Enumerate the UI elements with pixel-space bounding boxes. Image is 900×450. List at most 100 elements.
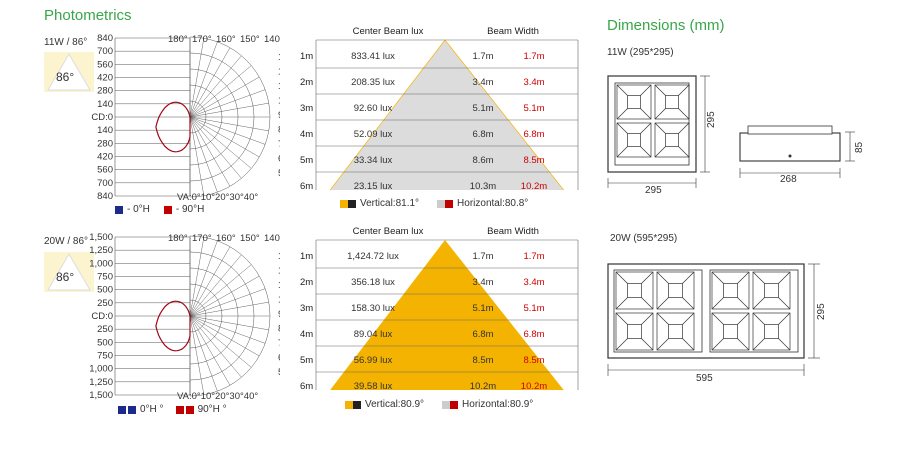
right-angle-label: 80° — [278, 125, 280, 136]
row-width-alt: 10.2m — [521, 181, 547, 190]
row-width: 3.4m — [472, 77, 493, 88]
radial-line — [189, 315, 260, 357]
row-width: 10.2m — [470, 381, 496, 390]
top-angle-label: 160° — [216, 233, 236, 244]
right-angle-label: 80° — [278, 324, 280, 335]
red-swatch — [175, 405, 184, 414]
right-angle-label: 70° — [278, 139, 280, 150]
louver-bevel — [678, 146, 690, 158]
right-angle-label: 50° — [278, 168, 280, 179]
right-angle-label: 110° — [278, 81, 280, 92]
top-angle-label: 180° — [168, 34, 188, 45]
scale-label: 1,250 — [89, 377, 113, 388]
right-angle-label: 130° — [278, 251, 280, 262]
polar-curve-chart: 1,500 1,250 1,000 750 500 250 CD:0 250 500 750 1,0… — [89, 232, 298, 402]
scale-label: 250 — [97, 324, 113, 335]
right-angle-label: 90° — [278, 110, 280, 121]
scale-label: 700 — [97, 178, 113, 189]
row-width-alt: 3.4m — [523, 277, 544, 288]
row-width: 6.8m — [472, 329, 493, 340]
louver-bevel — [778, 297, 791, 310]
louver-bevel — [737, 338, 750, 351]
row-width: 5.1m — [472, 303, 493, 314]
row-lux: 92.60 lux — [354, 103, 393, 114]
scale-label: 1,000 — [89, 364, 113, 375]
louver-cell — [656, 271, 695, 310]
beam-angle-badge: 86° — [44, 252, 94, 292]
top-angle-label: 150° — [240, 233, 260, 244]
row-distance: 3m — [300, 303, 313, 314]
louver-cell — [616, 84, 652, 120]
radial-line — [189, 315, 269, 331]
panel-front-view: 295 295 268 85 — [607, 75, 865, 196]
louver-bevel — [656, 271, 669, 284]
intensity-curve-0h — [155, 101, 191, 153]
radial-line — [189, 116, 242, 179]
row-lux: 52.09 lux — [354, 129, 393, 140]
louver-bevel — [640, 108, 652, 120]
radial-line — [189, 315, 231, 386]
radial-line — [189, 254, 242, 317]
dimension-drawing-20w: 595 295 — [600, 258, 840, 388]
side-width-label: 268 — [780, 174, 797, 185]
beam-cone-table: Center Beam lux Beam Width 1m 833.41 lux 1.7… — [300, 26, 579, 199]
header-width: Beam Width — [487, 26, 539, 37]
gray-swatch — [437, 199, 446, 208]
row-width-alt: 1.7m — [523, 51, 544, 62]
header-lux: Center Beam lux — [353, 26, 424, 37]
radial-line — [189, 116, 231, 187]
louver-bevel — [682, 312, 695, 325]
photometrics-title: Photometrics — [44, 7, 132, 24]
top-angle-label: 140° — [264, 34, 280, 45]
scale-label: 1,000 — [89, 258, 113, 269]
row-width-alt: 10.2m — [521, 381, 547, 390]
row-width-alt: 8.5m — [523, 155, 544, 166]
width-dim-label: 595 — [696, 373, 713, 384]
louver-cell — [616, 122, 652, 158]
louver-bevel — [752, 271, 765, 284]
beam-cone-table: Center Beam lux Beam Width 1m 1,424.72 lux 1… — [300, 226, 579, 399]
louver-cell — [711, 312, 750, 351]
row-width-alt: 6.8m — [523, 129, 544, 140]
beam-angle-badge: 86° — [44, 52, 94, 92]
navy-swatch — [115, 205, 123, 214]
header-lux: Center Beam lux — [353, 226, 424, 237]
louver-bevel — [641, 271, 654, 284]
radial-line — [189, 246, 231, 317]
louver-bevel — [656, 338, 669, 351]
radial-line — [189, 315, 266, 344]
radial-line — [189, 55, 242, 118]
intensity-curve-90h — [155, 300, 191, 352]
louver-bevel — [616, 146, 628, 158]
louver-bevel — [641, 312, 654, 325]
polar-diagram-20w: 1,500 1,250 1,000 750 500 250 CD:0 250 500 750 1,0… — [40, 229, 298, 404]
polar-curve-chart: 840 700 560 420 280 140 CD:0 140 280 420 560 700 840… — [91, 33, 298, 203]
row-lux: 208.35 lux — [351, 77, 395, 88]
louver-cell — [615, 271, 654, 310]
radial-line — [189, 47, 231, 118]
row-width-alt: 5.1m — [523, 103, 544, 114]
model-label-20w: 20W / 86° — [44, 236, 89, 247]
row-width: 10.3m — [470, 181, 496, 190]
louver-core — [723, 324, 738, 339]
louver-bevel — [615, 338, 628, 351]
row-lux: 833.41 lux — [351, 51, 395, 62]
width-dim-label: 295 — [645, 185, 662, 196]
row-lux: 1,424.72 lux — [347, 251, 399, 262]
scale-label: 1,500 — [89, 232, 113, 243]
louver-cell — [654, 122, 690, 158]
scale-label: 840 — [97, 33, 113, 44]
scale-label: 750 — [97, 272, 113, 283]
louver-bevel — [678, 122, 690, 134]
louver-bevel — [778, 338, 791, 351]
radial-line — [189, 41, 218, 118]
header-width: Beam Width — [487, 226, 539, 237]
right-angle-label: 60° — [278, 154, 280, 165]
scale-label: 1,500 — [89, 390, 113, 401]
louver-bevel — [682, 338, 695, 351]
yellow-swatch — [340, 199, 348, 208]
row-width: 8.6m — [472, 155, 493, 166]
louver-bevel — [615, 312, 628, 325]
louver-core — [764, 324, 779, 339]
top-angle-label: 160° — [216, 34, 236, 45]
